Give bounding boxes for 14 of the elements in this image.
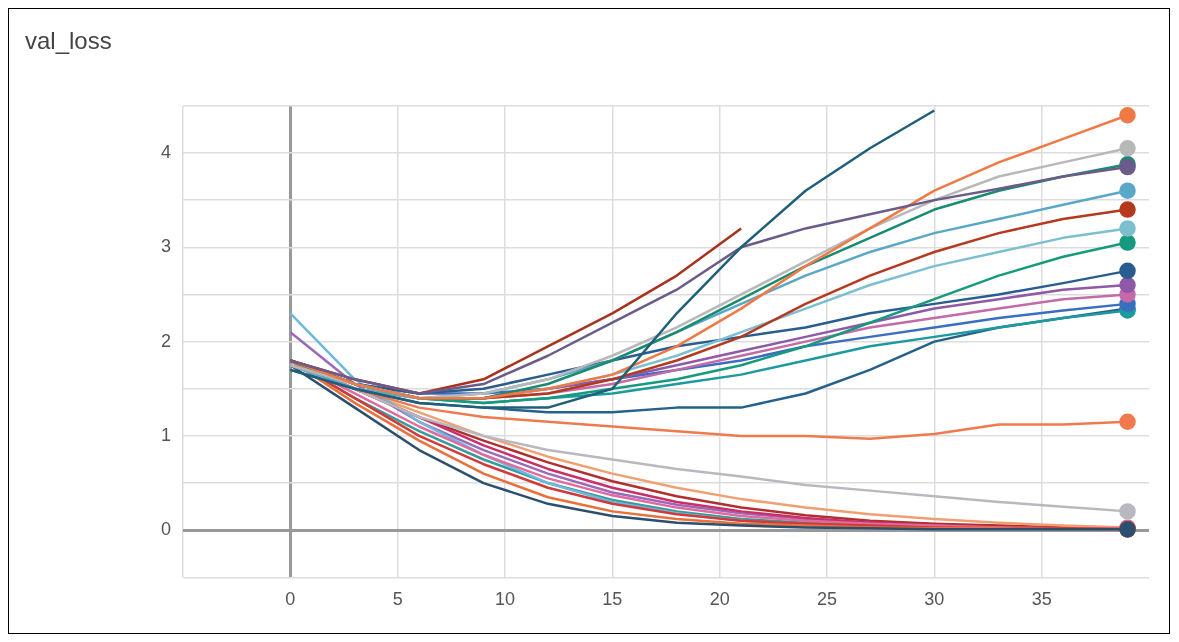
y-tick-label: 4: [161, 141, 172, 162]
x-tick-label: 25: [816, 589, 838, 610]
x-tick-label: 20: [709, 589, 730, 610]
x-tick-label: 0: [285, 589, 296, 610]
y-tick-label: 3: [161, 236, 172, 257]
y-tick-label: 0: [161, 519, 172, 540]
y-tick-label: 1: [161, 424, 172, 445]
x-tick-label: 5: [392, 589, 403, 610]
x-tick-label: 30: [924, 589, 945, 610]
x-tick-label: 35: [1031, 589, 1052, 610]
x-tick-label: 10: [494, 589, 516, 610]
y-tick-label: 2: [161, 330, 172, 351]
chart-title: val_loss: [25, 27, 112, 55]
x-tick-label: 15: [602, 589, 623, 610]
